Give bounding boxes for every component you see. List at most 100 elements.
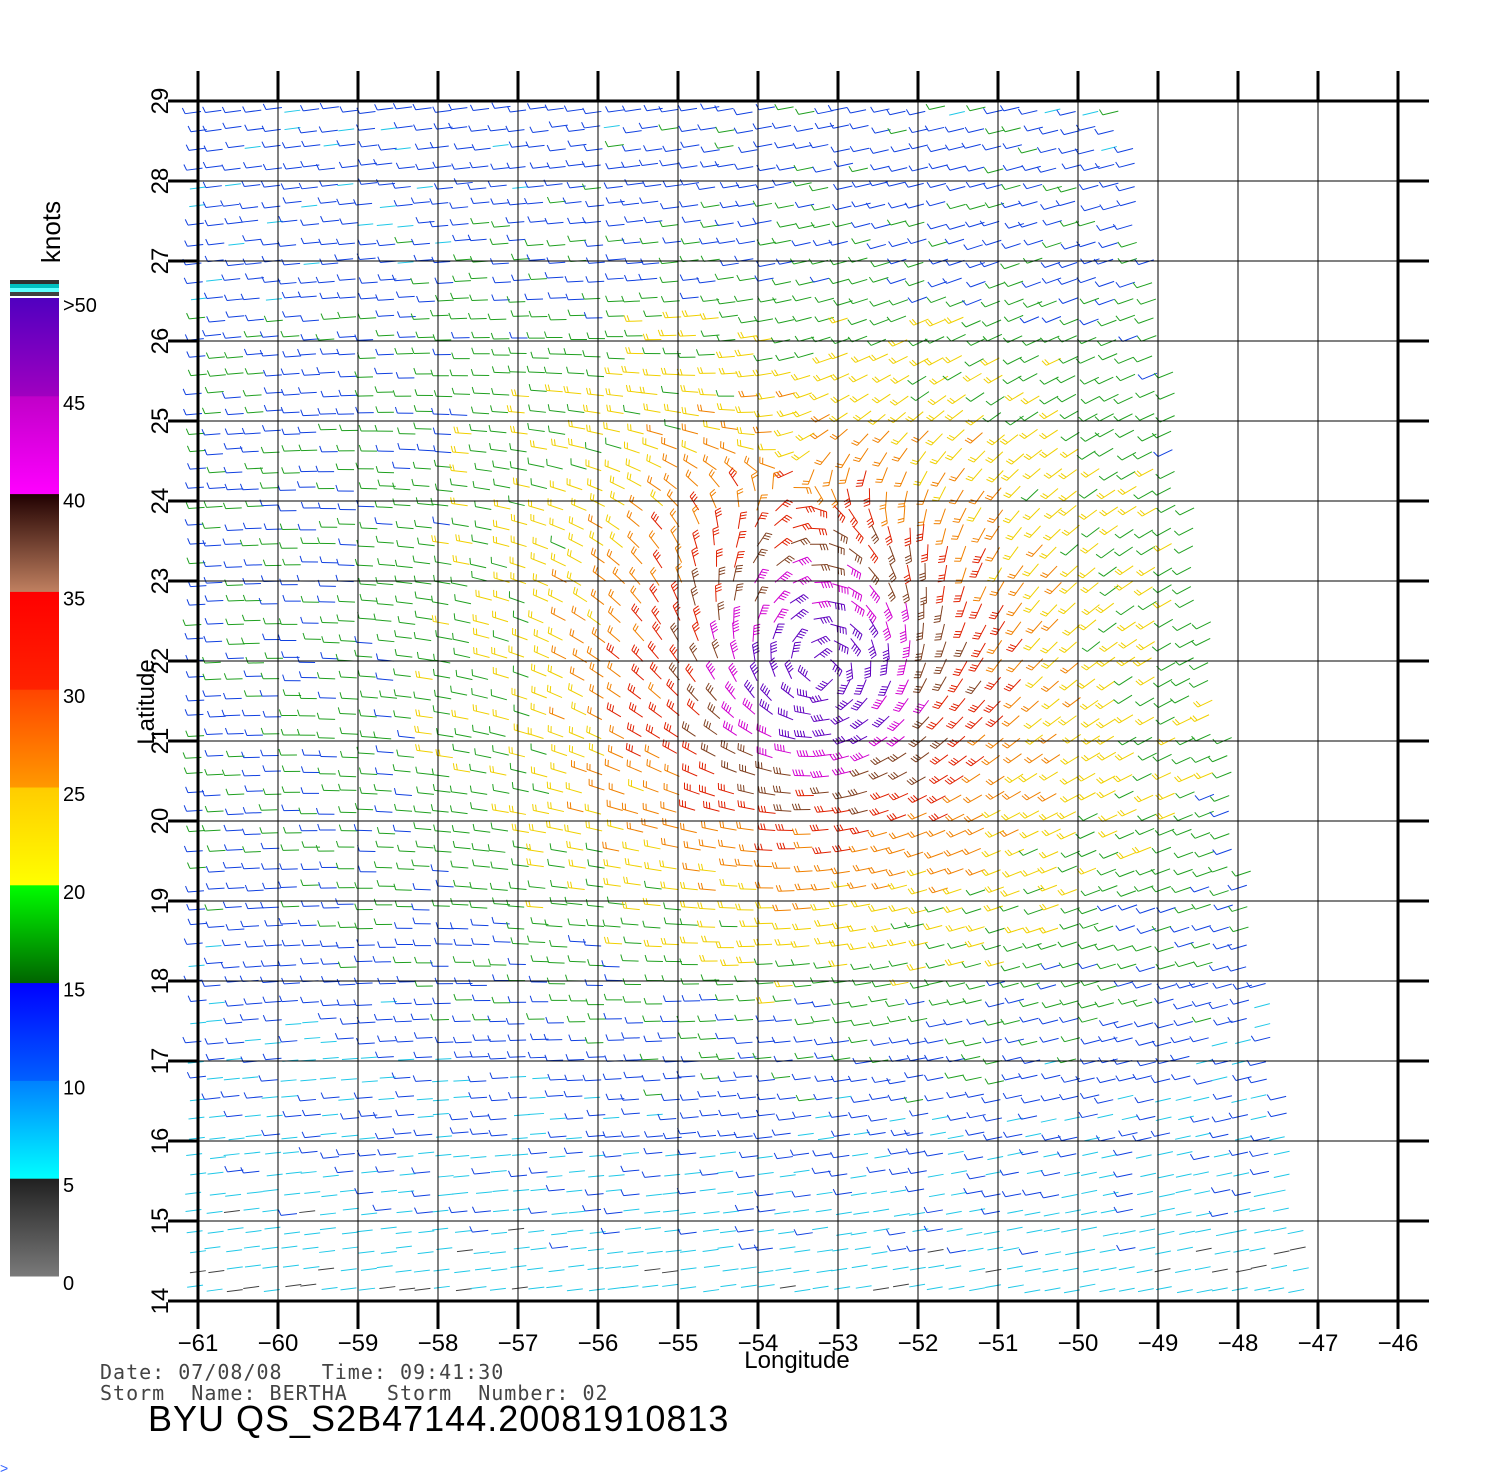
- wind-barb-feather: [1023, 609, 1030, 613]
- wind-barb-feather: [1005, 492, 1012, 496]
- wind-barb-feather: [691, 589, 698, 594]
- wind-barb-feather: [633, 665, 637, 672]
- wind-barb: [492, 144, 509, 147]
- wind-barb: [681, 726, 696, 737]
- wind-barb-feather: [604, 140, 609, 147]
- wind-barb-feather: [795, 279, 800, 286]
- wind-barb-feather: [1056, 109, 1061, 116]
- wind-barb: [1086, 659, 1100, 671]
- wind-barb-feather: [948, 707, 956, 712]
- wind-barb-feather: [469, 785, 472, 792]
- wind-barb-feather: [374, 367, 378, 374]
- wind-barb-feather: [181, 107, 186, 114]
- wind-barb-feather: [857, 556, 861, 563]
- wind-barb-feather: [470, 369, 474, 376]
- wind-barb: [1212, 755, 1228, 763]
- wind-barb: [375, 789, 392, 792]
- wind-barb-feather: [800, 610, 807, 616]
- wind-barb: [1156, 772, 1172, 780]
- wind-barb-feather: [413, 367, 417, 375]
- wind-barb: [1117, 774, 1133, 783]
- wind-barb-feather: [1116, 661, 1122, 667]
- wind-barb: [949, 775, 964, 785]
- wind-barb-feather: [678, 201, 683, 208]
- wind-barb: [340, 640, 357, 643]
- wind-barb-feather: [697, 367, 701, 374]
- wind-barb-feather: [903, 574, 910, 579]
- wind-barb-feather: [1094, 432, 1100, 438]
- wind-barb-feather: [812, 787, 817, 794]
- wind-barb-feather: [662, 739, 665, 746]
- wind-barb-feather: [875, 597, 881, 604]
- wind-barb-feather: [281, 467, 285, 474]
- wind-barb: [650, 571, 660, 586]
- wind-barb-feather: [612, 566, 617, 573]
- wind-barb: [893, 355, 908, 364]
- wind-barb-feather: [751, 664, 757, 670]
- wind-barb: [970, 392, 985, 402]
- wind-barb-feather: [281, 765, 285, 772]
- wind-barb: [683, 241, 700, 245]
- wind-barb: [513, 710, 530, 717]
- wind-barb-feather: [416, 651, 419, 659]
- wind-barb-feather: [784, 559, 791, 564]
- wind-barb-feather: [429, 309, 434, 317]
- wind-barb: [607, 277, 624, 280]
- wind-barb-feather: [242, 389, 247, 397]
- wind-barb: [737, 130, 754, 134]
- wind-barb: [226, 566, 243, 568]
- wind-barb-feather: [776, 429, 781, 436]
- wind-barb-feather: [854, 630, 858, 637]
- wind-barb-feather: [715, 589, 722, 593]
- wind-barb: [986, 109, 1003, 115]
- wind-barb: [995, 620, 1006, 636]
- wind-barb-feather: [433, 390, 437, 397]
- wind-barb: [607, 144, 624, 148]
- wind-barb-feather: [985, 723, 992, 728]
- wind-barb-feather: [900, 636, 907, 641]
- wind-barb-feather: [986, 684, 993, 688]
- wind-barb-feather: [889, 575, 896, 580]
- wind-barb-feather: [798, 612, 805, 617]
- wind-barb-feather: [239, 216, 243, 223]
- wind-barb-feather: [471, 534, 473, 541]
- wind-barb: [954, 489, 964, 505]
- wind-barb: [892, 752, 907, 762]
- wind-barb: [528, 428, 545, 432]
- wind-barb-feather: [1040, 574, 1047, 579]
- wind-barb: [470, 450, 487, 453]
- wind-barb: [755, 125, 772, 130]
- wind-barb-feather: [915, 685, 923, 688]
- wind-barb-feather: [719, 566, 726, 570]
- wind-barb: [1003, 106, 1020, 112]
- wind-barb: [323, 143, 340, 147]
- wind-barb: [1004, 263, 1020, 270]
- wind-barb-feather: [1005, 685, 1012, 690]
- wind-barb-feather: [321, 784, 325, 791]
- wind-barb: [835, 394, 850, 404]
- wind-barb-feather: [803, 594, 809, 599]
- wind-barb-feather: [758, 576, 765, 579]
- wind-barb-feather: [965, 691, 972, 695]
- wind-barb-feather: [1116, 455, 1123, 461]
- wind-barb-feather: [817, 639, 823, 645]
- wind-barb: [300, 431, 317, 434]
- wind-barb: [284, 145, 301, 149]
- wind-barb: [588, 261, 605, 264]
- wind-barb-feather: [882, 652, 889, 657]
- wind-barb-feather: [1139, 509, 1146, 515]
- wind-barb-feather: [820, 617, 824, 624]
- wind-barb-feather: [950, 759, 957, 764]
- wind-barb: [585, 447, 602, 454]
- wind-barb-feather: [849, 123, 854, 130]
- wind-barb-feather: [1082, 587, 1089, 592]
- legend-tick-label: 45: [63, 393, 85, 415]
- wind-barb-feather: [298, 444, 302, 451]
- wind-barb-feather: [358, 444, 362, 452]
- wind-barb: [1046, 185, 1062, 192]
- wind-barb: [626, 478, 642, 487]
- wind-barb-feather: [831, 769, 837, 776]
- wind-barb-feather: [1099, 530, 1105, 536]
- wind-barb-feather: [1134, 720, 1141, 726]
- wind-barb: [433, 620, 450, 625]
